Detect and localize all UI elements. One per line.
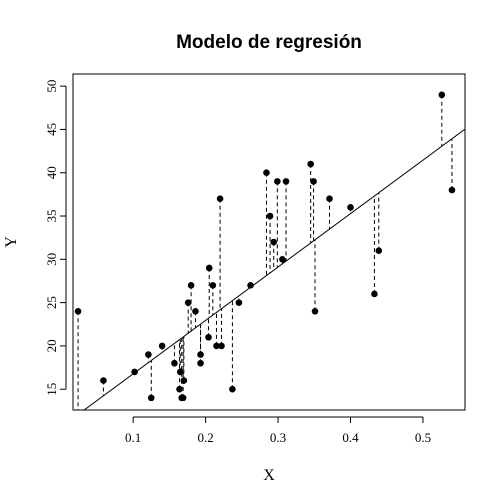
data-point [266,212,274,220]
data-point [197,351,204,358]
data-point [311,307,319,315]
y-tick-label: 35 [44,210,59,223]
data-point [209,281,217,289]
data-point [347,204,354,211]
data-point [184,299,192,306]
x-tick-label: 0.3 [270,430,286,445]
data-point [279,256,286,263]
data-point [197,359,204,367]
x-axis: 0.1 0.2 0.3 0.4 0.5 [125,416,431,445]
data-point [229,385,236,393]
data-point [270,238,278,246]
data-point [176,385,183,393]
y-tick-label: 40 [44,166,59,179]
data-point [147,394,155,402]
data-point [438,91,446,99]
x-tick-label: 0.4 [342,430,359,445]
data-point [371,290,378,298]
data-point [274,178,281,185]
data-point [282,178,290,185]
data-point [310,178,317,185]
data-point [218,342,225,350]
y-axis: 15 20 25 30 35 40 45 50 [44,80,67,396]
data-point [326,195,333,203]
y-tick-label: 30 [44,253,59,266]
plot-frame [72,73,466,411]
x-tick-label: 0.1 [125,430,141,445]
x-tick-label: 0.5 [415,430,431,445]
x-axis-label: X [263,467,275,484]
x-tick-label: 0.2 [197,430,213,445]
data-point [205,333,212,341]
data-point [131,368,138,376]
data-point [179,394,187,402]
data-point [235,299,243,306]
data-point [247,281,254,289]
data-point [176,368,184,376]
y-tick-label: 15 [44,383,59,396]
y-tick-label: 25 [44,296,59,309]
data-points [74,91,456,402]
data-point [192,307,199,315]
data-point [145,351,152,358]
data-point [100,377,107,384]
data-point [171,359,178,367]
data-point [448,186,456,194]
data-point [158,342,166,350]
data-point [375,247,383,254]
chart-title: Modelo de regresión [176,32,362,53]
data-point [216,195,224,203]
data-point [187,281,195,289]
y-tick-label: 50 [44,80,59,93]
data-point [213,342,220,350]
plot-area [74,91,465,410]
data-point [74,307,82,315]
residuals [77,94,453,410]
data-point [180,377,188,384]
data-point [205,264,213,272]
data-point [307,160,314,168]
y-axis-label: Y [3,236,20,248]
regression-line [83,128,465,410]
y-tick-label: 45 [44,123,59,136]
data-point [263,169,270,177]
y-tick-label: 20 [44,339,59,352]
